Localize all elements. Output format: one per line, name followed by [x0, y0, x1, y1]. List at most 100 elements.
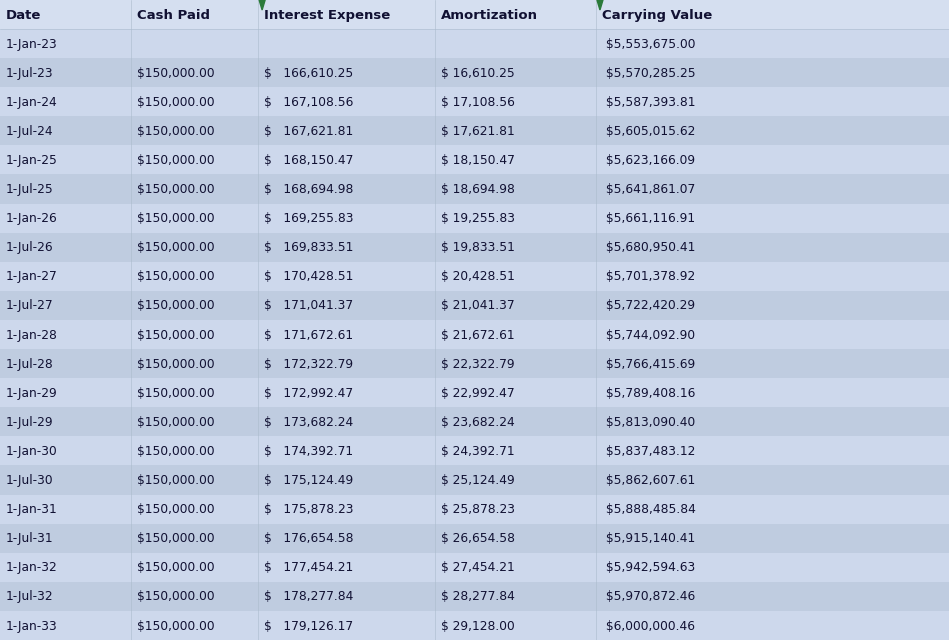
Text: $150,000.00: $150,000.00: [137, 270, 214, 284]
Text: $150,000.00: $150,000.00: [137, 300, 214, 312]
Text: $5,661,116.91: $5,661,116.91: [602, 212, 695, 225]
Text: 1-Jan-30: 1-Jan-30: [6, 445, 58, 458]
Text: 1-Jul-30: 1-Jul-30: [6, 474, 54, 487]
Text: 1-Jan-33: 1-Jan-33: [6, 620, 58, 632]
Text: $5,680,950.41: $5,680,950.41: [602, 241, 696, 254]
Text: $5,942,594.63: $5,942,594.63: [602, 561, 696, 574]
Text: $ 23,682.24: $ 23,682.24: [440, 416, 514, 429]
Text: 1-Jul-23: 1-Jul-23: [6, 67, 54, 80]
Bar: [0, 465, 949, 495]
Text: $5,862,607.61: $5,862,607.61: [602, 474, 696, 487]
Bar: [0, 611, 949, 640]
Bar: [0, 407, 949, 436]
Text: $6,000,000.46: $6,000,000.46: [602, 620, 695, 632]
Bar: [0, 175, 949, 204]
Text: 1-Jan-27: 1-Jan-27: [6, 270, 58, 284]
Bar: [0, 145, 949, 175]
Text: $150,000.00: $150,000.00: [137, 125, 214, 138]
Text: $   168,694.98: $ 168,694.98: [264, 183, 354, 196]
Text: 1-Jan-26: 1-Jan-26: [6, 212, 58, 225]
Text: Date: Date: [6, 8, 42, 22]
Text: 1-Jul-27: 1-Jul-27: [6, 300, 54, 312]
Text: $ 21,041.37: $ 21,041.37: [440, 300, 514, 312]
Text: $150,000.00: $150,000.00: [137, 532, 214, 545]
Text: 1-Jan-25: 1-Jan-25: [6, 154, 58, 167]
Text: $   167,108.56: $ 167,108.56: [264, 96, 354, 109]
Text: $ 28,277.84: $ 28,277.84: [440, 591, 514, 604]
Text: Carrying Value: Carrying Value: [602, 8, 712, 22]
Text: 1-Jul-32: 1-Jul-32: [6, 591, 54, 604]
Text: $5,789,408.16: $5,789,408.16: [602, 387, 696, 400]
Polygon shape: [259, 0, 265, 10]
Text: $5,970,872.46: $5,970,872.46: [602, 591, 696, 604]
Bar: [0, 87, 949, 116]
Text: $5,587,393.81: $5,587,393.81: [602, 96, 696, 109]
Text: $ 25,124.49: $ 25,124.49: [440, 474, 514, 487]
Text: $150,000.00: $150,000.00: [137, 387, 214, 400]
Text: Interest Expense: Interest Expense: [264, 8, 390, 22]
Text: 1-Jul-29: 1-Jul-29: [6, 416, 54, 429]
Bar: [0, 0, 949, 29]
Text: $150,000.00: $150,000.00: [137, 416, 214, 429]
Text: $ 21,672.61: $ 21,672.61: [440, 328, 514, 342]
Text: $ 26,654.58: $ 26,654.58: [440, 532, 514, 545]
Text: $5,837,483.12: $5,837,483.12: [602, 445, 696, 458]
Text: 1-Jan-28: 1-Jan-28: [6, 328, 58, 342]
Bar: [0, 320, 949, 349]
Bar: [0, 553, 949, 582]
Text: $   168,150.47: $ 168,150.47: [264, 154, 354, 167]
Text: $150,000.00: $150,000.00: [137, 591, 214, 604]
Text: $5,605,015.62: $5,605,015.62: [602, 125, 696, 138]
Text: $5,813,090.40: $5,813,090.40: [602, 416, 696, 429]
Text: $   171,041.37: $ 171,041.37: [264, 300, 353, 312]
Text: $   169,255.83: $ 169,255.83: [264, 212, 354, 225]
Text: $ 19,255.83: $ 19,255.83: [440, 212, 514, 225]
Text: 1-Jan-24: 1-Jan-24: [6, 96, 58, 109]
Text: $ 16,610.25: $ 16,610.25: [440, 67, 514, 80]
Bar: [0, 495, 949, 524]
Text: $ 17,108.56: $ 17,108.56: [440, 96, 514, 109]
Text: $ 18,150.47: $ 18,150.47: [440, 154, 514, 167]
Text: 1-Jul-24: 1-Jul-24: [6, 125, 54, 138]
Text: $5,641,861.07: $5,641,861.07: [602, 183, 696, 196]
Text: $5,553,675.00: $5,553,675.00: [602, 38, 696, 51]
Text: $ 20,428.51: $ 20,428.51: [440, 270, 514, 284]
Text: $5,623,166.09: $5,623,166.09: [602, 154, 695, 167]
Text: $   179,126.17: $ 179,126.17: [264, 620, 353, 632]
Text: $5,701,378.92: $5,701,378.92: [602, 270, 696, 284]
Text: 1-Jan-32: 1-Jan-32: [6, 561, 58, 574]
Text: $   167,621.81: $ 167,621.81: [264, 125, 353, 138]
Bar: [0, 524, 949, 553]
Text: $5,570,285.25: $5,570,285.25: [602, 67, 696, 80]
Text: $150,000.00: $150,000.00: [137, 474, 214, 487]
Text: $ 17,621.81: $ 17,621.81: [440, 125, 514, 138]
Text: $5,744,092.90: $5,744,092.90: [602, 328, 695, 342]
Text: $   177,454.21: $ 177,454.21: [264, 561, 353, 574]
Text: $150,000.00: $150,000.00: [137, 212, 214, 225]
Text: $ 25,878.23: $ 25,878.23: [440, 503, 514, 516]
Text: $150,000.00: $150,000.00: [137, 445, 214, 458]
Text: $   178,277.84: $ 178,277.84: [264, 591, 354, 604]
Text: $150,000.00: $150,000.00: [137, 241, 214, 254]
Text: $150,000.00: $150,000.00: [137, 503, 214, 516]
Text: $ 27,454.21: $ 27,454.21: [440, 561, 514, 574]
Text: $   175,878.23: $ 175,878.23: [264, 503, 354, 516]
Text: $150,000.00: $150,000.00: [137, 67, 214, 80]
Text: $   170,428.51: $ 170,428.51: [264, 270, 354, 284]
Text: Cash Paid: Cash Paid: [137, 8, 210, 22]
Bar: [0, 436, 949, 465]
Bar: [0, 349, 949, 378]
Text: $   173,682.24: $ 173,682.24: [264, 416, 353, 429]
Text: $   171,672.61: $ 171,672.61: [264, 328, 353, 342]
Text: $   166,610.25: $ 166,610.25: [264, 67, 353, 80]
Text: $   174,392.71: $ 174,392.71: [264, 445, 353, 458]
Text: $ 22,992.47: $ 22,992.47: [440, 387, 514, 400]
Text: $150,000.00: $150,000.00: [137, 620, 214, 632]
Bar: [0, 378, 949, 407]
Text: $   176,654.58: $ 176,654.58: [264, 532, 354, 545]
Bar: [0, 116, 949, 145]
Bar: [0, 233, 949, 262]
Bar: [0, 262, 949, 291]
Text: 1-Jan-29: 1-Jan-29: [6, 387, 58, 400]
Bar: [0, 582, 949, 611]
